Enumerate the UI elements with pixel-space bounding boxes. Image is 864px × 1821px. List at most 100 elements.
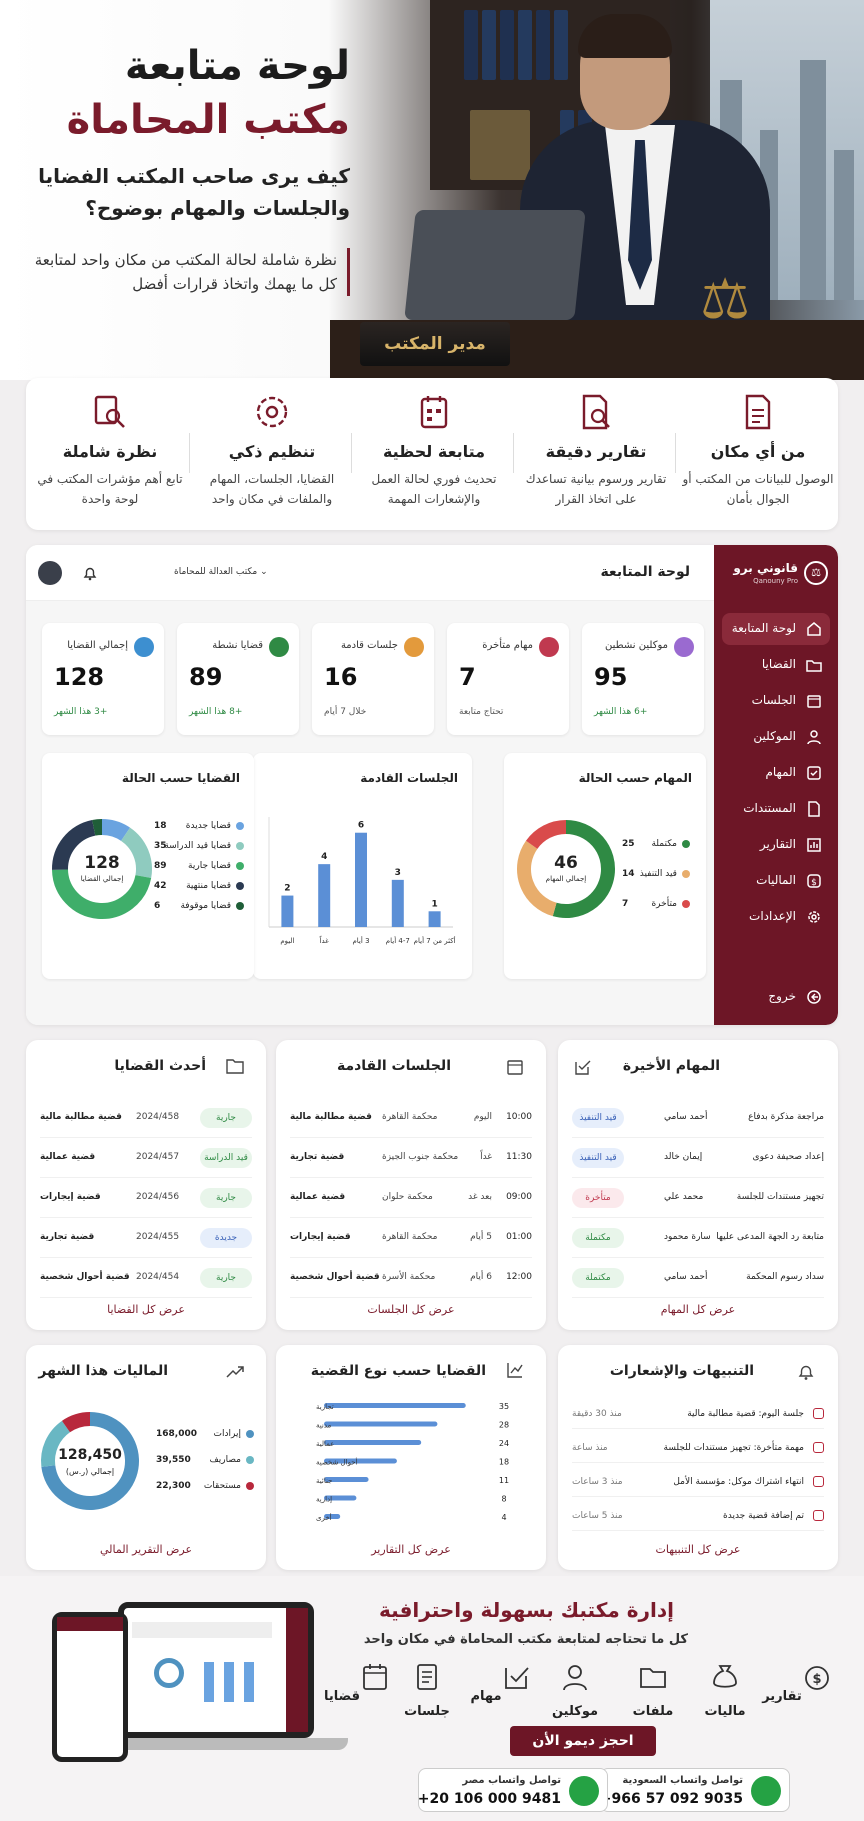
feature-desc: القضايا، الجلسات، المهام والملفات في مكا… bbox=[209, 472, 335, 506]
brand-subname: Qanouny Pro bbox=[753, 577, 798, 585]
promo-item-finance: ماليات bbox=[690, 1662, 760, 1719]
bar bbox=[324, 1403, 466, 1408]
scale-logo-icon: ⚖ bbox=[804, 561, 828, 585]
session-case: قضية عمالية bbox=[290, 1192, 346, 1202]
stat-note: خلال 7 أيام bbox=[324, 707, 367, 717]
sidebar-item-cases[interactable]: القضايا bbox=[722, 649, 830, 681]
svg-text:$: $ bbox=[811, 878, 817, 888]
finance-report-link[interactable]: عرض التقرير المالي bbox=[99, 1543, 193, 1556]
sidebar-item-clients[interactable]: الموكلين bbox=[722, 721, 830, 753]
stat-card-total-cases[interactable]: إجمالي القضايا 128 +3 هذا الشهر bbox=[42, 623, 164, 735]
calendar-icon bbox=[807, 695, 821, 708]
stat-card-active-clients[interactable]: موكلين نشطين 95 +6 هذا الشهر bbox=[582, 623, 704, 735]
book-demo-button[interactable]: احجز ديمو الأن bbox=[510, 1726, 656, 1756]
user-icon bbox=[807, 730, 821, 745]
bar-value-label: 24 bbox=[499, 1439, 509, 1448]
table-row[interactable]: قضية عمالية محكمة حلوان بعد غد 09:00 bbox=[290, 1180, 532, 1218]
money-icon: $ bbox=[807, 874, 821, 888]
whatsapp-egypt-button[interactable]: تواصل واتساب مصر +20 106 000 9481 bbox=[418, 1768, 608, 1812]
stat-note: +8 هذا الشهر bbox=[189, 707, 243, 717]
donut-slice bbox=[61, 1412, 91, 1433]
alert-item[interactable]: منذ 3 ساعات انتهاء اشتراك موكل: مؤسسة ال… bbox=[572, 1467, 824, 1497]
view-all-tasks-link[interactable]: عرض كل المهام bbox=[660, 1303, 736, 1316]
legend-value: 35 bbox=[154, 841, 167, 851]
bar-value-label: 18 bbox=[499, 1458, 509, 1467]
table-row[interactable]: قيد التنفيذ إيمان خالد إعداد صحيفة دعوى bbox=[572, 1140, 824, 1178]
alert-time: منذ 3 ساعات bbox=[572, 1477, 623, 1487]
view-all-reports-link[interactable]: عرض كل التقارير bbox=[371, 1543, 451, 1556]
stat-card-active-cases[interactable]: قضايا نشطة 89 +8 هذا الشهر bbox=[177, 623, 299, 735]
office-selector[interactable]: ⌄ مكتب العدالة للمحاماة bbox=[174, 567, 268, 577]
legend-value: 42 bbox=[154, 881, 167, 891]
alert-text: انتهاء اشتراك موكل: مؤسسة الأمل bbox=[673, 1477, 804, 1487]
bar bbox=[324, 1440, 422, 1445]
sidebar-item-reports[interactable]: التقارير bbox=[722, 829, 830, 861]
laptop-mockup-image bbox=[118, 1602, 314, 1738]
table-row[interactable]: قيد التنفيذ أحمد سامي مراجعة مذكرة بدفاع bbox=[572, 1100, 824, 1138]
table-row[interactable]: قضية أحوال شخصية محكمة الأسرة 6 أيام 12:… bbox=[290, 1260, 532, 1298]
table-row[interactable]: قضية تجارية محكمة جنوب الجيزة غداً 11:30 bbox=[290, 1140, 532, 1178]
task-assignee: أحمد سامي bbox=[664, 1272, 708, 1282]
panel-title: القضايا حسب الحالة bbox=[121, 771, 240, 785]
sidebar-item-dashboard[interactable]: لوحة المتابعة bbox=[722, 613, 830, 645]
case-name: قضية إيجارات bbox=[40, 1192, 101, 1202]
session-day: غداً bbox=[480, 1152, 492, 1162]
table-row[interactable]: قضية إيجارات محكمة القاهرة 5 أيام 01:00 bbox=[290, 1220, 532, 1258]
office-name: مكتب العدالة للمحاماة bbox=[174, 567, 258, 577]
alert-item[interactable]: منذ ساعة مهمة متأخرة: تجهيز مستندات للجل… bbox=[572, 1433, 824, 1463]
stat-value: 89 bbox=[189, 663, 223, 691]
sidebar-item-finance[interactable]: $ الماليات bbox=[722, 865, 830, 897]
bell-icon[interactable] bbox=[82, 565, 98, 581]
document-icon bbox=[740, 392, 776, 432]
table-row[interactable]: قضية عمالية 2024/457 قيد الدراسة bbox=[40, 1140, 252, 1178]
avatar[interactable] bbox=[38, 561, 62, 585]
dashboard-main: لوحة المتابعة ⌄ مكتب العدالة للمحاماة مو… bbox=[26, 545, 714, 1025]
stat-card-upcoming-sessions[interactable]: جلسات قادمة 16 خلال 7 أيام bbox=[312, 623, 434, 735]
sidebar-item-tasks[interactable]: المهام bbox=[722, 757, 830, 789]
legend-label: قيد التنفيذ bbox=[639, 869, 677, 879]
alert-text: تم إضافة قضية جديدة bbox=[723, 1511, 804, 1521]
cases-donut-chart bbox=[52, 819, 152, 919]
table-row[interactable]: قضية أحوال شخصية 2024/454 جارية bbox=[40, 1260, 252, 1298]
table-row[interactable]: قضية إيجارات 2024/456 جارية bbox=[40, 1180, 252, 1218]
session-time: 11:30 bbox=[506, 1152, 532, 1162]
session-case: قضية أحوال شخصية bbox=[290, 1272, 380, 1282]
alert-item[interactable]: منذ 5 ساعات تم إضافة قضية جديدة bbox=[572, 1501, 824, 1531]
table-row[interactable]: قضية مطالبة مالية محكمة القاهرة اليوم 10… bbox=[290, 1100, 532, 1138]
chart-icon bbox=[507, 1363, 523, 1378]
stat-label: جلسات قادمة bbox=[340, 640, 398, 651]
table-row[interactable]: متأخرة محمد علي تجهيز مستندات للجلسة bbox=[572, 1180, 824, 1218]
table-row[interactable]: قضية مطالبة مالية 2024/458 جارية bbox=[40, 1100, 252, 1138]
folder-icon bbox=[226, 1059, 244, 1074]
view-all-cases-link[interactable]: عرض كل القضايا bbox=[107, 1303, 185, 1316]
promo-item-label: ملفات bbox=[632, 1704, 674, 1719]
logout-button[interactable]: خروج bbox=[722, 981, 830, 1013]
checkbox-icon bbox=[807, 766, 821, 780]
donut-slice bbox=[552, 820, 615, 918]
table-row[interactable]: مكتملة أحمد سامي سداد رسوم المحكمة bbox=[572, 1260, 824, 1298]
legend-item: قضايا جديدة 18 bbox=[154, 821, 244, 831]
hero-subtitle: نظرة شاملة لحالة المكتب من مكان واحد لمت… bbox=[20, 248, 350, 296]
alert-item[interactable]: منذ 30 دقيقة جلسة اليوم: قضية مطالبة مال… bbox=[572, 1399, 824, 1429]
feature-title: متابعة لحظية bbox=[382, 442, 486, 461]
table-row[interactable]: قضية تجارية 2024/455 جديدة bbox=[40, 1220, 252, 1258]
promo-section: إدارة مكتبك بسهولة واحترافية كل ما تحتاج… bbox=[0, 1576, 864, 1821]
sidebar-item-settings[interactable]: الإعدادات bbox=[722, 901, 830, 933]
view-all-alerts-link[interactable]: عرض كل التنبيهات bbox=[655, 1543, 741, 1556]
legend-item: مصاريف 39,550 bbox=[156, 1455, 254, 1465]
whatsapp-saudi-button[interactable]: تواصل واتساب السعودية +966 57 092 9035 bbox=[600, 1768, 790, 1812]
view-all-sessions-link[interactable]: عرض كل الجلسات bbox=[367, 1303, 455, 1316]
task-assignee: محمد علي bbox=[664, 1192, 704, 1202]
panel-tasks-status: المهام حسب الحالة 46 إجمالي المهام مكتمل… bbox=[504, 753, 706, 979]
status-badge: جارية bbox=[200, 1188, 252, 1208]
bar bbox=[281, 895, 294, 927]
sidebar-item-sessions[interactable]: الجلسات bbox=[722, 685, 830, 717]
task-assignee: إيمان خالد bbox=[664, 1152, 703, 1162]
stat-card-overdue-tasks[interactable]: مهام متأخرة 7 تحتاج متابعة bbox=[447, 623, 569, 735]
sidebar-item-documents[interactable]: المستندات bbox=[722, 793, 830, 825]
folder-icon bbox=[134, 637, 154, 657]
legend-value: 18 bbox=[154, 821, 167, 831]
bar bbox=[324, 1458, 397, 1464]
sidebar-item-label: الموكلين bbox=[753, 729, 796, 743]
table-row[interactable]: مكتملة سارة محمود متابعة رد الجهة المدعى… bbox=[572, 1220, 824, 1258]
